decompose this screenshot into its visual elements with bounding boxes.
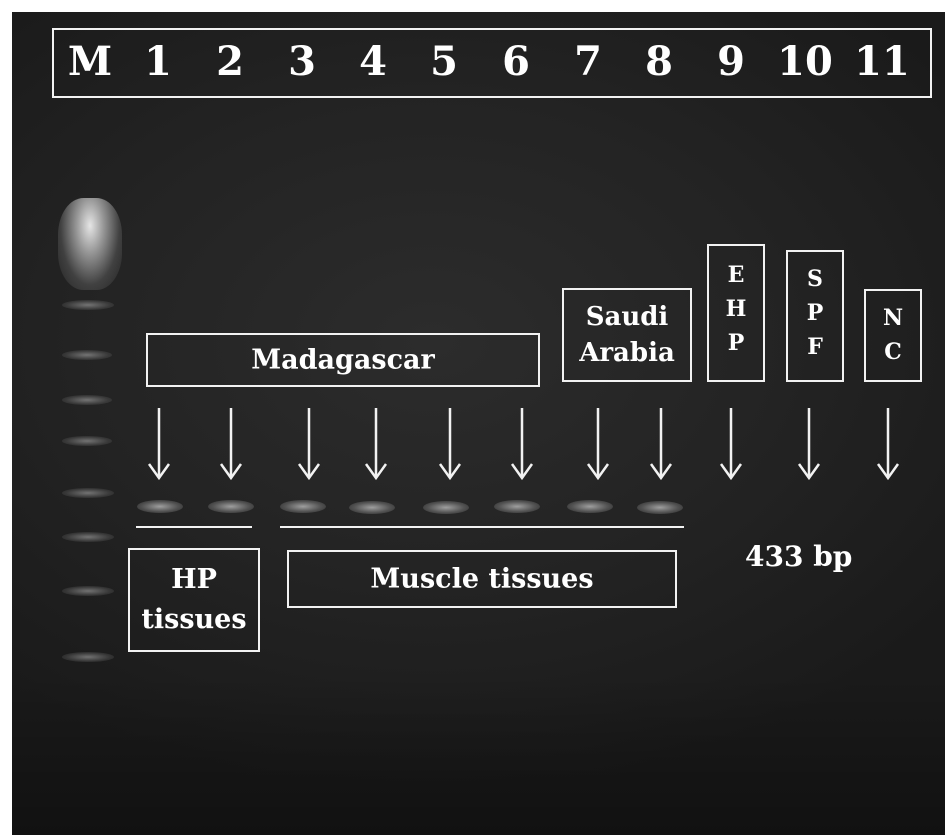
saudi-arabia-line2: Arabia: [579, 338, 675, 368]
ladder-band: [62, 652, 114, 662]
lane-label-m: M: [67, 38, 113, 85]
gel-background: [12, 12, 945, 835]
pcr-band-lane-1: [137, 500, 183, 513]
lane-6-arrow-icon: [510, 408, 534, 480]
muscle-underline: [280, 526, 684, 528]
lane-11-arrow-icon: [876, 408, 900, 480]
pcr-band-lane-8: [637, 501, 683, 514]
ladder-top-bands: [58, 198, 122, 290]
ehp-label: E H P: [709, 258, 763, 360]
spf-letter-f: F: [807, 334, 823, 360]
lane-label-10: 10: [777, 38, 833, 85]
saudi-arabia-line1: Saudi: [585, 302, 669, 332]
ladder-band: [62, 350, 112, 360]
gel-shade: [12, 675, 945, 835]
spf-box: S P F: [786, 250, 844, 382]
spf-letter-p: P: [806, 300, 824, 326]
hp-tissues-box: HP tissues: [128, 548, 260, 652]
lane-label-3: 3: [288, 38, 316, 85]
lane-label-9: 9: [717, 38, 745, 85]
madagascar-box: Madagascar: [146, 333, 540, 387]
spf-label: S P F: [788, 262, 842, 364]
muscle-tissues-label: Muscle tissues: [370, 563, 594, 595]
pcr-band-lane-7: [567, 500, 613, 513]
lane-label-5: 5: [430, 38, 458, 85]
spf-letter-s: S: [807, 266, 823, 292]
band-size-label: 433 bp: [745, 540, 853, 573]
muscle-tissues-box: Muscle tissues: [287, 550, 677, 608]
ehp-box: E H P: [707, 244, 765, 382]
hp-underline: [136, 526, 252, 528]
ladder-band: [62, 586, 114, 596]
pcr-band-lane-2: [208, 500, 254, 513]
lane-label-1: 1: [144, 38, 172, 85]
lane-label-8: 8: [645, 38, 673, 85]
ehp-letter-p: P: [727, 330, 745, 356]
ladder-band: [62, 532, 114, 542]
saudi-arabia-box: Saudi Arabia: [562, 288, 692, 382]
nc-letter-n: N: [882, 305, 904, 331]
lane-5-arrow-icon: [438, 408, 462, 480]
pcr-band-lane-4: [349, 501, 395, 514]
saudi-arabia-label: Saudi Arabia: [564, 299, 690, 371]
madagascar-label: Madagascar: [251, 344, 435, 376]
lane-1-arrow-icon: [147, 408, 171, 480]
lane-label-7: 7: [574, 38, 602, 85]
ehp-letter-e: E: [727, 262, 745, 288]
pcr-band-lane-6: [494, 500, 540, 513]
lane-label-2: 2: [216, 38, 244, 85]
lane-7-arrow-icon: [586, 408, 610, 480]
lane-label-6: 6: [502, 38, 530, 85]
lane-2-arrow-icon: [219, 408, 243, 480]
ladder-band: [62, 395, 112, 405]
ladder-band: [62, 300, 114, 310]
nc-letter-c: C: [884, 339, 902, 365]
hp-tissues-label: HP tissues: [130, 560, 258, 640]
nc-box: N C: [864, 289, 922, 382]
lane-10-arrow-icon: [797, 408, 821, 480]
ladder-band: [62, 488, 114, 498]
nc-label: N C: [866, 301, 920, 369]
lane-3-arrow-icon: [297, 408, 321, 480]
ehp-letter-h: H: [725, 296, 747, 322]
pcr-band-lane-3: [280, 500, 326, 513]
hp-tissues-line2: tissues: [141, 604, 247, 635]
lane-8-arrow-icon: [649, 408, 673, 480]
lane-9-arrow-icon: [719, 408, 743, 480]
lane-header-box: [52, 28, 932, 98]
lane-4-arrow-icon: [364, 408, 388, 480]
ladder-band: [62, 436, 112, 446]
pcr-band-lane-5: [423, 501, 469, 514]
hp-tissues-line1: HP: [171, 564, 217, 595]
lane-label-11: 11: [854, 38, 910, 85]
lane-label-4: 4: [359, 38, 387, 85]
